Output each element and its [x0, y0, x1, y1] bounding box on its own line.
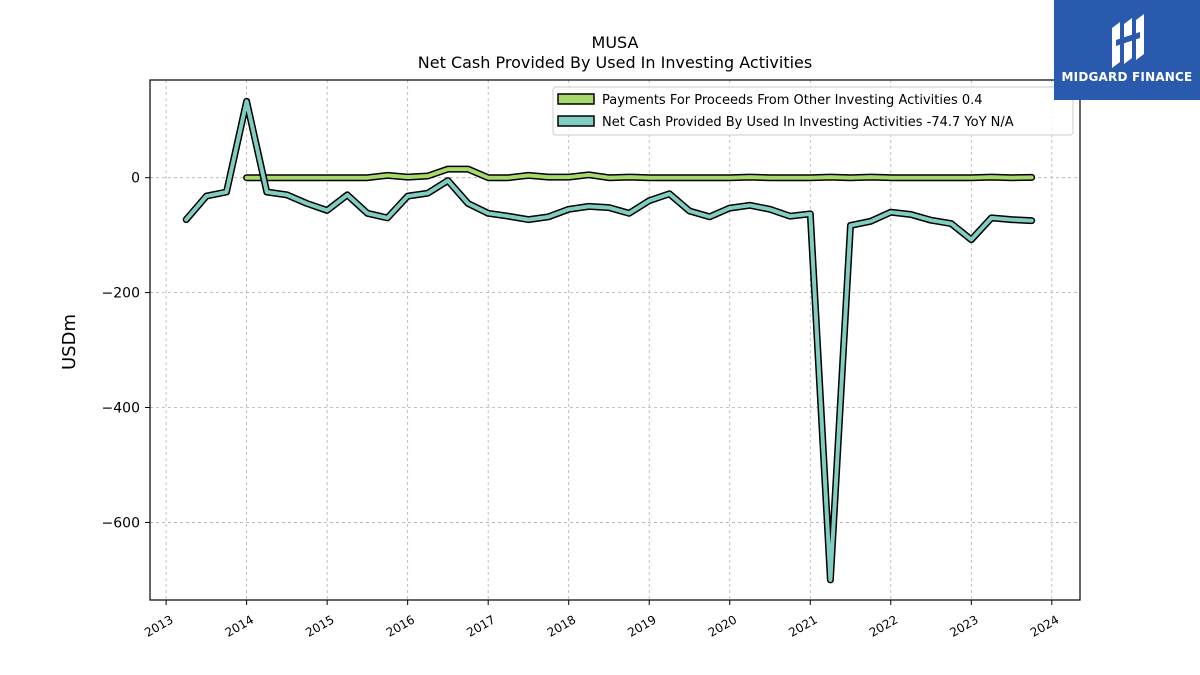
y-tick-label: −200 [102, 286, 140, 302]
series-line-net-cash [182, 97, 1036, 584]
midgard-logo-icon [1112, 14, 1144, 68]
x-tick-label: 2023 [947, 612, 980, 639]
x-tick-label: 2022 [867, 612, 900, 639]
legend-swatch-payments [557, 93, 595, 105]
x-tick-label: 2013 [142, 612, 175, 639]
y-axis-label: USDm [59, 314, 80, 370]
legend-label-payments: Payments For Proceeds From Other Investi… [602, 93, 983, 108]
legend: Payments For Proceeds From Other Investi… [552, 86, 1074, 136]
x-tick-label: 2014 [223, 612, 256, 639]
x-axis-ticks: 2013 2014 2015 2016 2017 2018 2019 2020 2021 2022… [142, 600, 1061, 640]
legend-frame [552, 86, 1074, 136]
x-tick-label: 2016 [384, 612, 417, 639]
x-tick-label: 2017 [464, 612, 497, 639]
brand-logo: MIDGARD FINANCE [1054, 0, 1200, 100]
x-tick-label: 2021 [786, 612, 819, 639]
y-tick-label: −400 [102, 401, 140, 417]
y-tick-label: −600 [102, 515, 140, 531]
chart-title: MUSA Net Cash Provided By Used In Invest… [418, 33, 812, 72]
series-line-payments-stroke [244, 167, 1034, 180]
y-axis-ticks: 0 −200 −400 −600 [102, 171, 150, 531]
chart-title-line2: Net Cash Provided By Used In Investing A… [418, 53, 812, 72]
x-tick-label: 2015 [303, 612, 336, 639]
series-line-net-cash-stroke [184, 99, 1034, 582]
brand-logo-text: MIDGARD FINANCE [1061, 70, 1193, 84]
grid-lines [150, 80, 1080, 600]
series-lines [182, 97, 1036, 584]
series-line-payments [243, 165, 1036, 182]
legend-swatch-net-cash [557, 115, 595, 127]
x-tick-label: 2018 [545, 612, 578, 639]
legend-label-net-cash: Net Cash Provided By Used In Investing A… [602, 115, 1014, 130]
x-tick-label: 2019 [625, 612, 658, 639]
y-tick-label: 0 [131, 171, 140, 187]
chart-title-line1: MUSA [592, 33, 639, 52]
x-tick-label: 2024 [1028, 612, 1061, 639]
plot-frame [149, 79, 1081, 601]
x-tick-label: 2020 [706, 612, 739, 639]
series-line-net-cash-outline [182, 97, 1036, 584]
